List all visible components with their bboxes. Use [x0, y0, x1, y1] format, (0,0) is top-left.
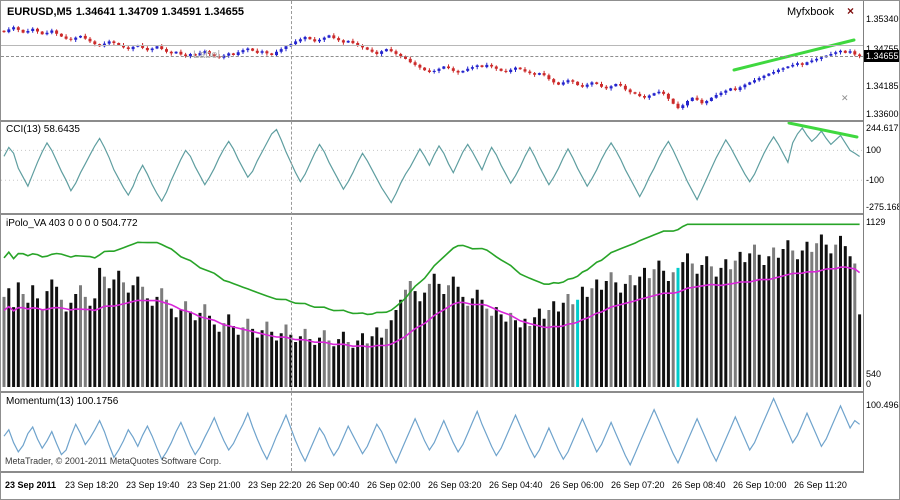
- time-axis-label: 23 Sep 19:40: [126, 480, 180, 490]
- time-axis-label: 23 Sep 18:20: [65, 480, 119, 490]
- axis-label: -100: [866, 175, 885, 185]
- time-axis-label: 23 Sep 21:00: [187, 480, 241, 490]
- myfxbook-label: Myfxbook: [787, 6, 835, 18]
- candle-wicks-up: [8, 25, 851, 110]
- axis-label: 100.4964: [866, 400, 900, 410]
- panel-splitter: [1, 471, 899, 473]
- time-axis-label: 26 Sep 06:00: [550, 480, 604, 490]
- time-axis-label: 26 Sep 10:00: [733, 480, 787, 490]
- volume-bars-gray: [2, 243, 857, 387]
- cci-panel-title: CCI(13) 58.6435: [6, 124, 80, 135]
- volume-bars-black: [7, 234, 862, 387]
- momentum-indicator-panel[interactable]: [1, 393, 863, 471]
- symbol-period-label: EURUSD,M5: [7, 6, 72, 18]
- time-axis-label: 26 Sep 00:40: [306, 480, 360, 490]
- chart-text-label: Label: [193, 49, 220, 61]
- axis-label: 1.33600: [866, 109, 899, 119]
- time-axis-label: 26 Sep 04:40: [489, 480, 543, 490]
- copyright-text: MetaTrader, © 2001-2011 MetaQuotes Softw…: [5, 456, 222, 466]
- time-axis-label: 26 Sep 03:20: [428, 480, 482, 490]
- current-price-line: [1, 56, 863, 57]
- time-axis-label: 26 Sep 07:20: [611, 480, 665, 490]
- current-price-tag: 1.34655: [864, 50, 899, 62]
- panel-splitter[interactable]: [1, 391, 899, 393]
- volume-bar-highlight: [676, 267, 680, 387]
- volume-upper-band-line: [3, 223, 860, 316]
- cci-indicator-panel[interactable]: [1, 122, 863, 213]
- axis-label: 0: [866, 379, 872, 389]
- cci-line: [3, 126, 860, 204]
- axis-label: 100: [866, 145, 882, 155]
- price-axis[interactable]: 1.34655 1.35340 1.34755 1.34185 1.33600 244.…: [863, 1, 900, 473]
- axis-label: 1.34755: [866, 44, 899, 54]
- axis-label: 1.35340: [866, 14, 899, 24]
- axis-label: 1.34185: [866, 81, 899, 91]
- price-chart-panel[interactable]: [1, 1, 863, 120]
- panel-splitter[interactable]: [1, 213, 899, 215]
- volume-bar-highlight: [576, 299, 580, 387]
- axis-label: 540: [866, 369, 882, 379]
- volume-ma-line: [3, 266, 861, 348]
- chart-marker-icon: ✕: [841, 93, 849, 103]
- axis-label: -275.168: [866, 202, 900, 212]
- candle-bodies-up: [7, 27, 852, 109]
- candle-wicks-down: [3, 26, 861, 110]
- time-axis-label: 26 Sep 02:00: [367, 480, 421, 490]
- momentum-panel-title: Momentum(13) 100.1756: [6, 396, 119, 407]
- volume-panel-title: iPolo_VA 403 0 0 0 0 504.772: [6, 218, 138, 229]
- ohlc-values: 1.34641 1.34709 1.34591 1.34655: [75, 6, 245, 18]
- time-axis-label: 26 Sep 08:40: [672, 480, 726, 490]
- momentum-line: [3, 396, 860, 467]
- horizontal-line-object: [1, 45, 863, 46]
- time-axis-label: 23 Sep 22:20: [248, 480, 302, 490]
- cci-trendline: [787, 122, 859, 139]
- time-axis[interactable]: 23 Sep 2011 23 Sep 18:20 23 Sep 19:40 23 Se…: [1, 473, 899, 499]
- axis-label: 244.6172: [866, 123, 900, 133]
- quote-header: EURUSD,M5 1.34641 1.34709 1.34591 1.34655: [7, 6, 248, 18]
- time-axis-label: 23 Sep 2011: [5, 480, 57, 490]
- period-separator-line: [291, 1, 292, 471]
- volume-indicator-panel[interactable]: [1, 215, 863, 391]
- candle-bodies-down: [2, 27, 862, 109]
- time-axis-label: 26 Sep 11:20: [794, 480, 847, 490]
- ea-close-icon[interactable]: ×: [847, 4, 855, 18]
- axis-label: 1129: [866, 217, 886, 227]
- panel-splitter[interactable]: [1, 120, 899, 122]
